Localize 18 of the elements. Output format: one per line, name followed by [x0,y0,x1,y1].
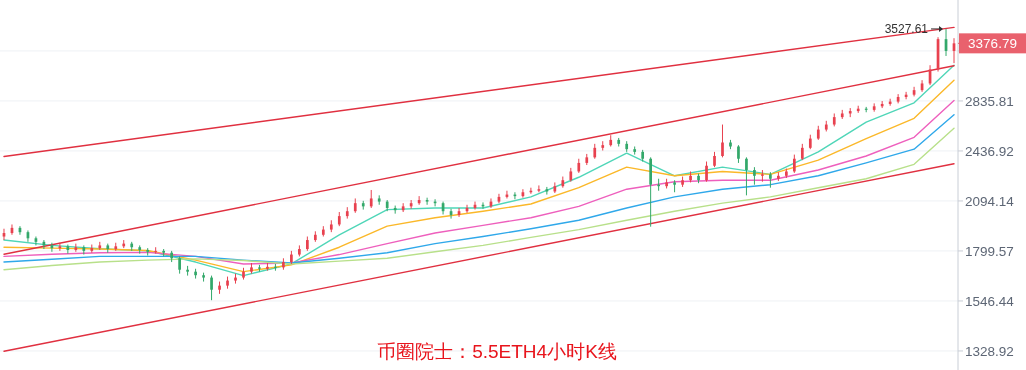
y-tick-label: 1799.57 [965,243,1014,259]
y-tick-label: 1546.44 [965,293,1015,309]
candlestick [537,184,541,193]
y-tick-label: 2094.14 [965,193,1015,209]
y-tick-label: 1328.92 [965,343,1014,359]
candlestick [210,275,213,301]
candlestick [705,161,708,183]
candlestick [425,197,429,206]
text: 币圈院士：5.5ETH4小时K线 [377,341,617,362]
candlestick [792,154,796,174]
candlestick [154,246,158,255]
candlestick [721,124,724,158]
candlestick [369,189,373,209]
y-tick-label: 2436.92 [965,143,1014,159]
text: 3376.79 [968,36,1017,52]
y-tick-label: 2835.81 [965,93,1014,109]
annotation: 3527.61 [884,21,929,36]
candlestick [745,156,748,196]
